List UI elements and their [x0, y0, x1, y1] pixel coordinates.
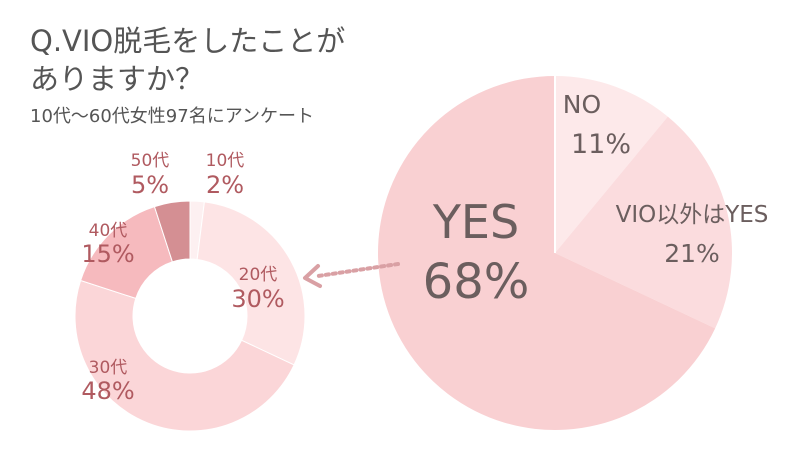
donut-value-3: 48%	[81, 377, 134, 405]
donut-value-5: 5%	[131, 171, 169, 199]
donut-label-5: 50代	[131, 151, 170, 171]
donut-label-3: 30代	[89, 358, 128, 378]
question-line-1: Q.VIO脱毛をしたことが	[30, 24, 346, 58]
donut-label-4: 40代	[89, 221, 128, 241]
donut-slice-2	[196, 201, 306, 366]
arrow-shaft	[316, 262, 400, 278]
donut-value-4: 15%	[81, 240, 134, 268]
question-line-2: ありますか？	[30, 62, 205, 96]
pie-value-no: 11%	[571, 129, 631, 160]
donut-value-2: 30%	[231, 285, 284, 313]
pie-slice-vio-yes	[555, 116, 732, 329]
pie-value-vio-yes: 21%	[664, 239, 720, 268]
pie-slice-yes	[377, 76, 716, 431]
pie-label-yes: YES	[432, 195, 519, 249]
question-title: Q.VIO脱毛をしたことが ありますか？	[30, 22, 345, 98]
pie-label-no: NO	[563, 90, 601, 119]
pie-value-yes: 68%	[423, 254, 530, 310]
donut-label-2: 20代	[239, 265, 278, 285]
arrow-head-icon	[303, 264, 322, 288]
age-donut-chart	[74, 200, 306, 432]
pie-label-vio-yes: VIO以外はYES	[616, 202, 769, 228]
survey-subtitle: 10代〜60代女性97名にアンケート	[30, 106, 314, 127]
donut-slice-5	[153, 200, 191, 263]
donut-slice-3	[74, 279, 295, 432]
pie-slice-no	[555, 76, 668, 253]
donut-value-1: 2%	[206, 171, 244, 199]
main-pie-chart	[377, 76, 732, 431]
donut-label-1: 10代	[206, 151, 245, 171]
pointer-arrow	[303, 262, 400, 288]
